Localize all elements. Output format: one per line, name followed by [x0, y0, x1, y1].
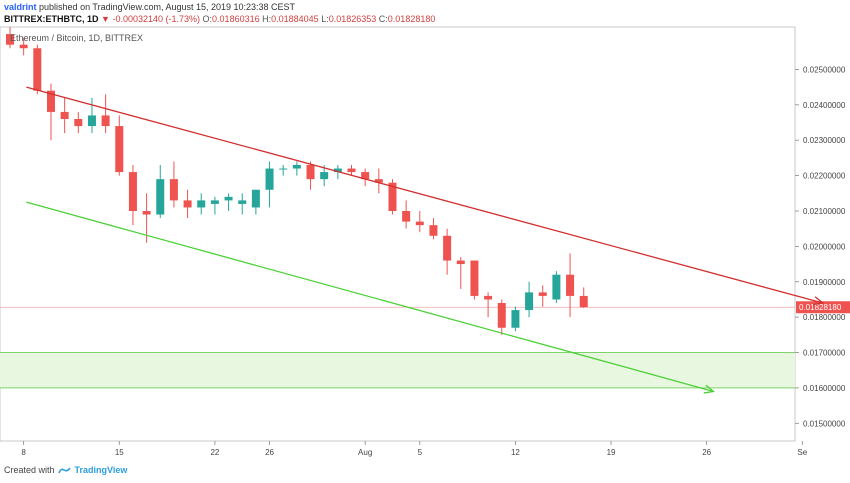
y-tick-label: 0.01700000	[803, 349, 846, 358]
x-tick-label: Aug	[358, 448, 372, 457]
footer: Created with TradingView	[4, 465, 127, 475]
candle-body	[443, 235, 452, 261]
y-tick-label: 0.01500000	[803, 419, 846, 428]
x-tick-label: 26	[702, 448, 711, 457]
chart-subtitle: Ethereum / Bitcoin, 1D, BITTREX	[10, 33, 144, 43]
candle-body	[251, 189, 260, 208]
candle-body	[33, 48, 42, 91]
created-with-text: Created with	[4, 465, 55, 475]
candle-body	[402, 211, 411, 222]
candle-body	[511, 310, 520, 328]
candle-body	[579, 295, 588, 308]
change-value: -0.00032140 (-1.73%)	[112, 14, 201, 24]
candle-body	[279, 168, 288, 170]
candle-body	[456, 260, 465, 265]
candle-body	[333, 168, 342, 173]
candle-body	[566, 274, 575, 296]
x-tick-label: 8	[21, 448, 26, 457]
author-name[interactable]: valdrint	[4, 2, 37, 12]
candle-body	[265, 168, 274, 190]
candle-body	[374, 179, 383, 183]
x-tick-label: Se	[797, 448, 807, 457]
last-price-badge	[796, 301, 850, 314]
candle-body	[224, 196, 233, 201]
last-price-label: 0.01828180	[799, 303, 842, 312]
close-label: C:	[378, 14, 388, 24]
open-value: 0.01860316	[212, 14, 260, 24]
candle-body	[415, 221, 424, 226]
publish-info: valdrint published on TradingView.com, A…	[4, 2, 295, 12]
low-label: L:	[321, 14, 329, 24]
candle-body	[74, 119, 83, 127]
high-value: 0.01884045	[271, 14, 319, 24]
y-tick-label: 0.02200000	[803, 172, 846, 181]
y-tick-label: 0.01800000	[803, 313, 846, 322]
y-tick-label: 0.01900000	[803, 278, 846, 287]
candle-body	[210, 200, 219, 204]
close-value: 0.01828180	[387, 14, 436, 24]
candle-body	[197, 200, 206, 208]
y-tick-label: 0.02500000	[803, 65, 846, 74]
candle-body	[60, 111, 69, 119]
y-tick-label: 0.01600000	[803, 384, 846, 393]
candle-body	[347, 168, 356, 173]
support-zone	[0, 352, 795, 388]
tradingview-brand[interactable]: TradingView	[74, 465, 128, 475]
candle-body	[320, 172, 329, 180]
low-value: 0.01826353	[328, 14, 377, 24]
candle-body	[388, 182, 397, 211]
high-label: H:	[262, 14, 272, 24]
candle-body	[497, 303, 506, 328]
candle-body	[6, 34, 14, 45]
candle-body	[101, 115, 110, 127]
candle-body	[128, 172, 137, 211]
candle-body	[238, 200, 247, 204]
candle-body	[306, 165, 315, 180]
candle-body	[87, 115, 96, 127]
support-trendline	[26, 201, 714, 393]
candle-body	[19, 44, 28, 49]
x-tick-label: 26	[265, 448, 274, 457]
x-tick-label: 12	[511, 448, 520, 457]
candle-body	[292, 165, 301, 169]
candle-body	[538, 292, 547, 296]
candle-body	[183, 200, 192, 208]
candle-body	[156, 179, 165, 215]
published-text: published on TradingView.com, August 15,…	[39, 2, 296, 12]
ohlc-legend: BITTREX:ETHBTC, 1D ▼ -0.00032140 (-1.73%…	[4, 14, 435, 24]
open-label: O:	[202, 14, 213, 24]
candle-body	[115, 126, 124, 173]
candle-body	[142, 211, 151, 215]
candle-body	[169, 179, 178, 201]
candle-body	[46, 90, 55, 112]
candle-body	[470, 260, 479, 296]
candle-body	[525, 292, 534, 311]
down-arrow-icon: ▼	[101, 14, 110, 24]
symbol-label: BITTREX:ETHBTC, 1D	[4, 14, 99, 24]
candle-body	[361, 172, 370, 180]
y-tick-label: 0.02300000	[803, 136, 846, 145]
y-tick-label: 0.02400000	[803, 101, 846, 110]
candle-body	[484, 295, 493, 300]
x-tick-label: 22	[210, 448, 219, 457]
tradingview-logo-icon	[57, 466, 71, 473]
y-tick-label: 0.02100000	[803, 207, 846, 216]
candle-body	[429, 225, 438, 236]
resistance-arrow-icon	[812, 296, 825, 306]
x-tick-label: 5	[418, 448, 423, 457]
candle-body	[552, 274, 561, 300]
x-tick-label: 19	[607, 448, 616, 457]
resistance-trendline	[26, 86, 823, 304]
x-tick-label: 15	[115, 448, 124, 457]
support-arrow-icon	[703, 384, 716, 394]
y-tick-label: 0.02000000	[803, 242, 846, 251]
